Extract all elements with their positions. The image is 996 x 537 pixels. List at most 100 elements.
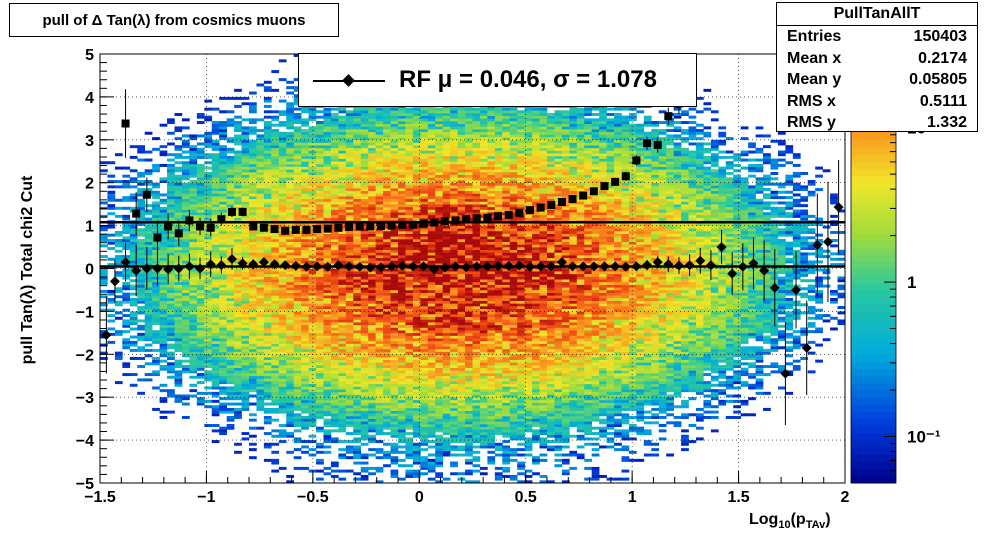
heatmap-cell <box>196 233 205 237</box>
heatmap-cell <box>181 276 190 280</box>
heatmap-cell <box>435 142 443 146</box>
heatmap-cell <box>278 346 287 350</box>
heatmap-cell <box>316 204 324 208</box>
heatmap-cell <box>211 391 220 395</box>
heatmap-cell <box>316 346 324 350</box>
heatmap-cell <box>316 415 324 419</box>
heatmap-cell <box>330 153 339 157</box>
heatmap-cell <box>308 322 317 326</box>
heatmap-cell <box>412 461 421 465</box>
heatmap-cell <box>159 415 168 419</box>
heatmap-cell <box>144 212 153 216</box>
heatmap-cell <box>219 332 227 336</box>
heatmap-cell <box>323 177 332 181</box>
heatmap-cell <box>286 381 294 385</box>
heatmap-cell <box>398 180 406 183</box>
heatmap-cell <box>189 389 198 393</box>
heatmap-cells <box>100 54 846 484</box>
heatmap-cell <box>278 287 287 291</box>
heatmap-cell <box>249 359 257 363</box>
heatmap-cell <box>174 338 183 342</box>
heatmap-cell <box>152 217 160 221</box>
heatmap-cell <box>383 241 391 245</box>
heatmap-cell <box>308 381 317 385</box>
heatmap-cell <box>234 247 242 251</box>
heatmap-cell <box>211 177 220 181</box>
heatmap-cell <box>368 297 376 301</box>
heatmap-cell <box>263 171 272 175</box>
heatmap-cell <box>167 193 175 197</box>
heatmap-cell <box>301 247 309 251</box>
heatmap-cell <box>405 169 414 173</box>
heatmap-cell <box>435 300 443 304</box>
heatmap-cell <box>375 450 384 454</box>
heatmap-cell <box>211 180 220 183</box>
heatmap-cell <box>360 126 369 130</box>
heatmap-cell <box>345 188 354 192</box>
heatmap-cell <box>375 147 384 151</box>
heatmap-cell <box>435 196 443 200</box>
heatmap-cell <box>360 346 369 350</box>
heatmap-cell <box>420 335 429 339</box>
heatmap-cell <box>293 102 302 106</box>
heatmap-cell <box>301 322 309 326</box>
heatmap-cell <box>368 322 376 326</box>
heatmap-cell <box>122 314 131 318</box>
heatmap-cell <box>100 273 108 277</box>
heatmap-cell <box>435 204 443 208</box>
heatmap-cell <box>256 351 265 355</box>
heatmap-cell <box>390 308 399 312</box>
heatmap-cell <box>293 421 302 425</box>
heatmap-cell <box>271 370 280 374</box>
heatmap-cell <box>338 440 347 444</box>
heatmap-cell <box>368 359 376 363</box>
heatmap-cell <box>405 147 414 151</box>
heatmap-cell <box>286 383 294 387</box>
heatmap-cell <box>330 316 339 320</box>
heatmap-cell <box>390 228 399 232</box>
heatmap-cell <box>234 134 242 138</box>
heatmap-cell <box>286 193 294 197</box>
heatmap-cell <box>278 59 287 63</box>
heatmap-cell <box>405 121 414 125</box>
heatmap-cell <box>368 129 376 133</box>
heatmap-cell <box>256 217 265 221</box>
heatmap-cell <box>211 204 220 208</box>
heatmap-cell <box>338 180 347 183</box>
heatmap-cell <box>308 180 317 183</box>
heatmap-cell <box>241 281 250 285</box>
heatmap-cell <box>316 389 324 393</box>
heatmap-cell <box>219 153 227 157</box>
heatmap-cell <box>412 418 421 422</box>
heatmap-cell <box>420 129 429 133</box>
heatmap-cell <box>234 295 242 299</box>
heatmap-cell <box>167 247 175 251</box>
heatmap-cell <box>256 348 265 352</box>
heatmap-cell <box>338 346 347 350</box>
heatmap-cell <box>338 209 347 213</box>
heatmap-cell <box>167 255 175 259</box>
heatmap-cell <box>167 169 175 173</box>
heatmap-cell <box>301 249 309 253</box>
heatmap-cell <box>427 147 436 151</box>
heatmap-cell <box>360 263 369 267</box>
heatmap-cell <box>412 386 421 390</box>
heatmap-cell <box>293 94 302 98</box>
heatmap-cell <box>181 228 190 232</box>
heatmap-cell <box>211 214 220 218</box>
heatmap-cell <box>293 394 302 398</box>
heatmap-cell <box>167 281 175 285</box>
heatmap-cell <box>375 214 384 218</box>
heatmap-cell <box>234 442 242 446</box>
heatmap-cell <box>368 107 376 111</box>
heatmap-cell <box>278 155 287 159</box>
heatmap-cell <box>420 324 429 328</box>
heatmap-cell <box>189 204 198 208</box>
heatmap-cell <box>181 273 190 277</box>
heatmap-cell <box>353 461 362 465</box>
heatmap-cell <box>219 273 227 277</box>
heatmap-cell <box>159 348 168 352</box>
heatmap-cell <box>189 196 198 200</box>
heatmap-cell <box>211 107 220 111</box>
heatmap-cell <box>174 185 183 189</box>
